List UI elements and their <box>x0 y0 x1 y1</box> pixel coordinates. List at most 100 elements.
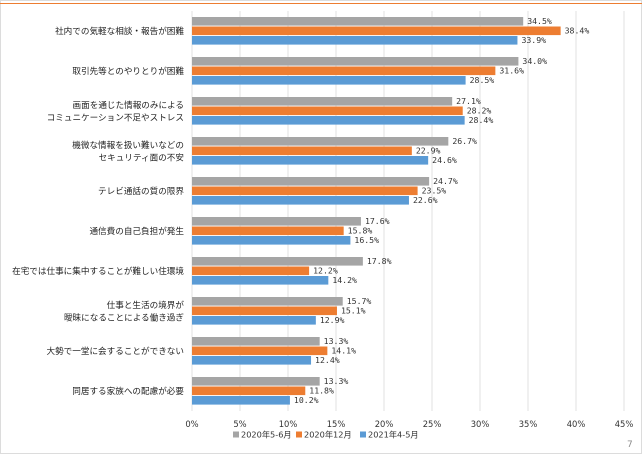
bar <box>192 316 316 325</box>
category-label-line: 仕事と生活の境界が <box>107 299 185 311</box>
category-label-line: 同居する家族への配慮が必要 <box>72 385 184 397</box>
data-label: 12.9% <box>320 315 345 325</box>
category-label-line: 画面を通じた情報のみによる <box>73 99 184 111</box>
legend: 2020年5-6月 2020年12月 2021年4-5月 <box>233 430 419 440</box>
data-label: 24.7% <box>433 176 458 186</box>
bar <box>192 17 524 26</box>
legend-label: 2021年4-5月 <box>368 430 419 440</box>
category-label: テレビ通話の質の限界 <box>98 185 184 197</box>
bar <box>192 137 449 146</box>
bar <box>192 276 329 285</box>
x-tick-label: 30% <box>471 419 490 429</box>
bar <box>192 76 466 85</box>
data-label: 12.2% <box>313 266 338 276</box>
category-label: 機微な情報を扱い難いなどのセキュリティ面の不安 <box>72 139 184 164</box>
bar <box>192 26 561 36</box>
bar <box>192 156 429 165</box>
x-tick-label: 45% <box>615 419 634 429</box>
bar <box>192 196 409 205</box>
x-tick-label: 40% <box>567 419 586 429</box>
data-label: 14.2% <box>332 275 357 285</box>
category-labels: 社内での気軽な相談・報告が困難取引先等とのやりとりが困難画面を通じた情報のみによ… <box>12 25 184 397</box>
data-label: 15.8% <box>348 226 373 236</box>
category-label-line: 曖昧になることによる働き過ぎ <box>64 311 184 323</box>
data-label: 10.2% <box>294 395 319 405</box>
category-label: 同居する家族への配慮が必要 <box>72 385 184 397</box>
data-label: 27.1% <box>456 96 481 106</box>
category-label: 画面を通じた情報のみによるコミュニケーション不足やストレス <box>47 99 184 124</box>
page-number: 7 <box>627 440 633 450</box>
data-label: 14.1% <box>331 346 356 356</box>
category-label-line: コミュニケーション不足やストレス <box>47 112 184 123</box>
bar <box>192 116 465 125</box>
bar <box>192 217 361 226</box>
x-tick-label: 10% <box>279 419 298 429</box>
category-label-line: 大勢で一堂に会することができない <box>46 345 184 357</box>
legend-label: 2020年5-6月 <box>241 430 292 440</box>
data-label: 28.4% <box>469 115 494 125</box>
bar <box>192 236 351 245</box>
legend-swatch <box>360 431 366 438</box>
data-label: 22.6% <box>413 195 438 205</box>
bar <box>192 226 344 236</box>
data-label: 38.4% <box>565 26 590 36</box>
category-label-line: 社内での気軽な相談・報告が困難 <box>55 25 184 37</box>
bar <box>192 306 337 316</box>
data-label: 16.5% <box>354 235 379 245</box>
x-tick-label: 25% <box>423 419 442 429</box>
bar <box>192 377 320 386</box>
bar <box>192 186 418 196</box>
x-tick-label: 0% <box>185 419 198 429</box>
category-label: 通信費の自己負担が発生 <box>89 225 184 237</box>
x-tick-label: 15% <box>327 419 346 429</box>
bar <box>192 356 312 365</box>
data-label: 17.8% <box>367 256 392 266</box>
bar <box>192 177 430 186</box>
x-tick-label: 5% <box>233 419 246 429</box>
legend-label: 2020年12月 <box>304 430 352 440</box>
category-label-line: 機微な情報を扱い難いなどの <box>72 139 184 151</box>
legend-item: 2021年4-5月 <box>360 430 419 440</box>
data-label: 23.5% <box>422 186 447 196</box>
bar <box>192 97 453 106</box>
category-label-line: 取引先等とのやりとりが困難 <box>72 65 184 77</box>
x-tick-label: 20% <box>375 419 394 429</box>
data-label: 28.2% <box>467 106 492 116</box>
bar <box>192 106 463 116</box>
legend-item: 2020年12月 <box>296 430 352 440</box>
data-label: 13.3% <box>324 336 349 346</box>
bar <box>192 297 343 306</box>
bar <box>192 346 328 356</box>
bar <box>192 266 310 276</box>
bar <box>192 337 320 346</box>
category-label-line: 在宅では仕事に集中することが難しい住環境 <box>12 265 184 277</box>
bar <box>192 386 306 396</box>
x-tick-label: 35% <box>519 419 538 429</box>
legend-swatch <box>233 431 239 438</box>
data-label: 17.6% <box>365 216 390 226</box>
data-label: 26.7% <box>452 136 477 146</box>
data-label: 34.5% <box>527 16 552 26</box>
category-label-line: セキュリティ面の不安 <box>99 151 185 163</box>
bar <box>192 57 519 66</box>
bars <box>192 17 561 405</box>
data-label: 15.1% <box>341 306 366 316</box>
legend-item: 2020年5-6月 <box>233 430 292 440</box>
data-label: 12.4% <box>315 355 340 365</box>
bar <box>192 36 518 45</box>
data-label: 15.7% <box>347 296 372 306</box>
data-label: 33.9% <box>521 35 546 45</box>
category-label: 大勢で一堂に会することができない <box>46 345 184 357</box>
bar <box>192 66 496 76</box>
bar <box>192 396 290 405</box>
bar <box>192 146 412 156</box>
category-label-line: テレビ通話の質の限界 <box>98 185 184 197</box>
category-label-line: 通信費の自己負担が発生 <box>89 225 184 237</box>
data-label: 31.6% <box>499 66 524 76</box>
category-label: 社内での気軽な相談・報告が困難 <box>55 25 184 37</box>
category-label: 取引先等とのやりとりが困難 <box>72 65 184 77</box>
bar <box>192 257 363 266</box>
category-label: 仕事と生活の境界が曖昧になることによる働き過ぎ <box>64 299 184 324</box>
data-label: 24.6% <box>432 155 457 165</box>
